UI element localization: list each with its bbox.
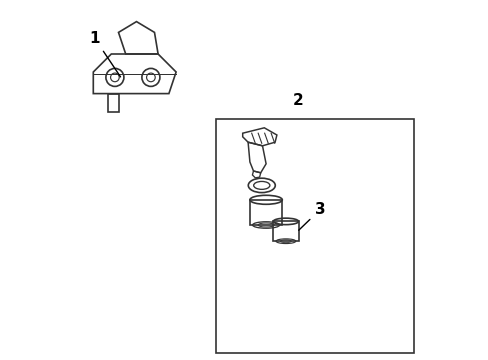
Text: 2: 2 bbox=[292, 93, 303, 108]
Text: 1: 1 bbox=[89, 31, 121, 77]
Text: 3: 3 bbox=[298, 202, 325, 230]
